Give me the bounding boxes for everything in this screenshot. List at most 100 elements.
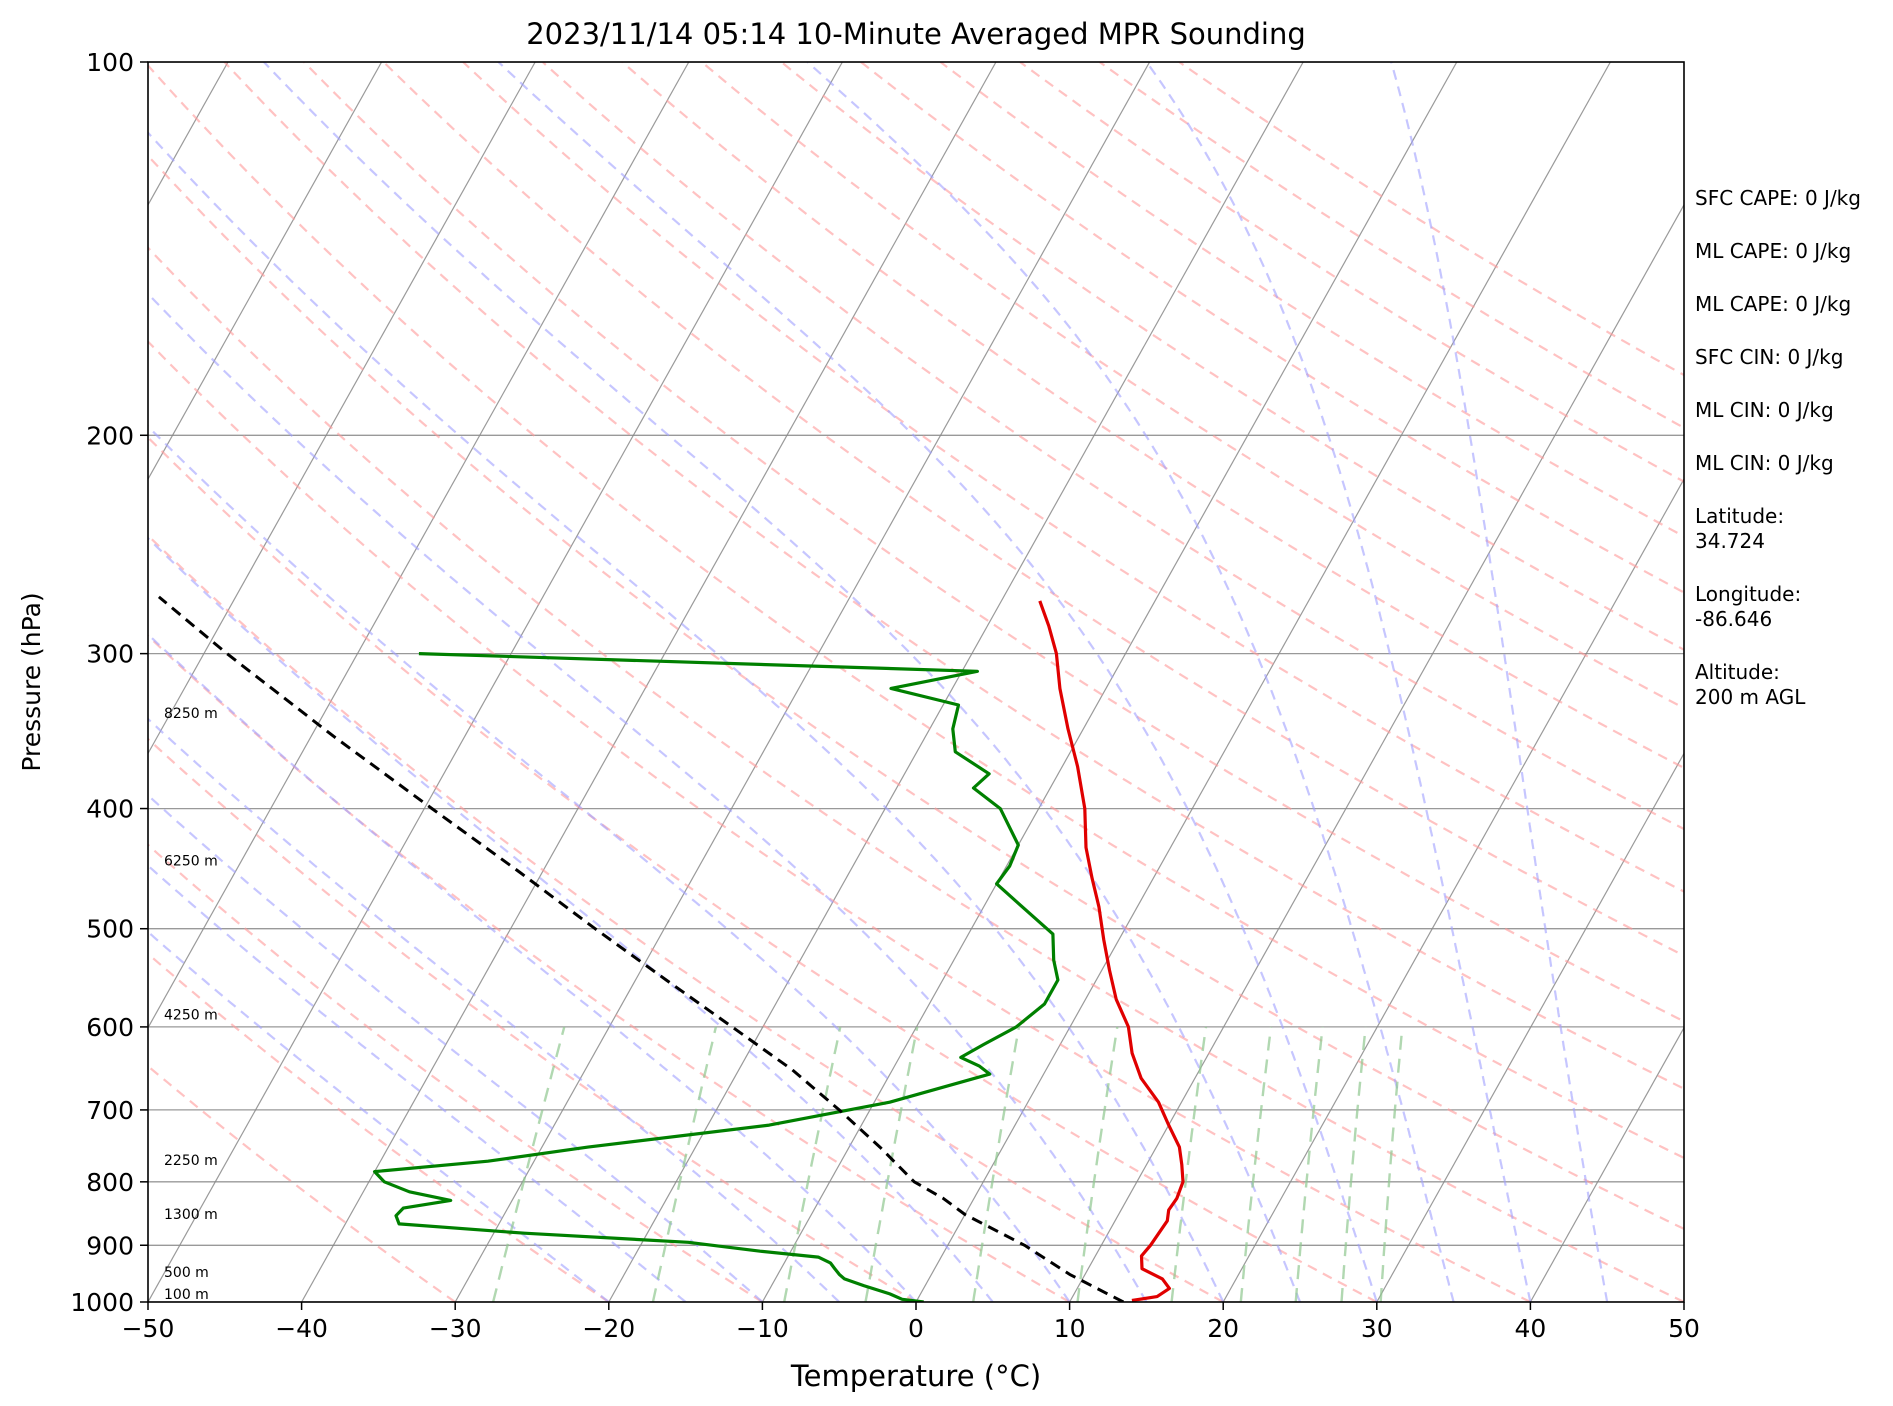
x-tick-label: 0	[908, 1314, 924, 1343]
y-tick-label: 1000	[70, 1288, 134, 1317]
height-label: 500 m	[164, 1265, 209, 1281]
height-label: 8250 m	[164, 706, 218, 722]
mixing-ratio-line	[1340, 1026, 1367, 1302]
isotherm-line	[148, 62, 690, 1029]
x-tick-label: 20	[1207, 1314, 1239, 1343]
y-tick-label: 900	[86, 1231, 134, 1260]
isotherm-line	[1069, 203, 1684, 1302]
ml-cin-stat: ML CIN: 0 J/kg	[1695, 398, 1834, 422]
x-tick-label: 10	[1054, 1314, 1086, 1343]
dry-adiabat-line	[148, 533, 1224, 1302]
moist-adiabat-line	[1390, 62, 1609, 1302]
mixing-ratio-line	[783, 1026, 842, 1302]
isotherm-line	[1376, 752, 1684, 1302]
dry-adiabat-line	[223, 62, 1684, 1090]
y-tick-label: 700	[86, 1096, 134, 1125]
height-label: 2250 m	[164, 1153, 218, 1169]
isotherm-line	[1222, 477, 1684, 1302]
moist-adiabat-line	[148, 632, 917, 1302]
x-tick-label: 50	[1668, 1314, 1700, 1343]
dry-adiabat-line	[148, 246, 1684, 1302]
mixing-ratio-line	[1379, 1026, 1404, 1302]
temperature-line	[1038, 600, 1185, 1302]
ml-cin-stat-2: ML CIN: 0 J/kg	[1695, 451, 1834, 475]
ml-cape-stat: ML CAPE: 0 J/kg	[1695, 239, 1852, 263]
isotherm-line	[301, 62, 997, 1302]
moist-adiabat-line	[148, 424, 1071, 1302]
dry-adiabat-line	[1178, 62, 1684, 377]
moist-adiabat-line	[497, 62, 1378, 1302]
y-axis-ticks: 1000 900 800 700 600 500 400 300 200 100	[70, 48, 148, 1317]
dry-adiabat-line	[541, 62, 1684, 831]
chart-title: 2023/11/14 05:14 10-Minute Averaged MPR …	[526, 17, 1306, 51]
dry-adiabat-line	[148, 154, 1684, 1231]
moist-adiabat-line	[148, 717, 840, 1302]
mixing-ratio-line	[1294, 1026, 1324, 1302]
isotherm-line	[148, 62, 383, 481]
altitude-stat: Altitude: 200 m AGL	[1695, 660, 1806, 709]
background-lines	[148, 62, 1684, 1302]
dry-adiabat-line	[148, 737, 917, 1302]
longitude-stat: Longitude: -86.646	[1695, 582, 1802, 631]
y-tick-label: 800	[86, 1168, 134, 1197]
x-tick-label: 40	[1514, 1314, 1546, 1343]
dry-adiabat-line	[860, 62, 1684, 594]
moist-adiabat-line	[1145, 62, 1532, 1302]
isotherm-line	[454, 62, 1151, 1302]
sfc-cape-stat: SFC CAPE: 0 J/kg	[1695, 186, 1861, 210]
x-tick-label: −30	[429, 1314, 482, 1343]
sounding-stats-panel: SFC CAPE: 0 J/kg ML CAPE: 0 J/kg ML CAPE…	[1695, 186, 1861, 738]
x-tick-label: 30	[1361, 1314, 1393, 1343]
dry-adiabat-line	[701, 62, 1684, 710]
moist-adiabat-line	[148, 793, 764, 1302]
data-lines	[157, 595, 1185, 1302]
isotherm-line	[1529, 1026, 1684, 1302]
mixing-ratio-line	[864, 1026, 919, 1302]
moist-adiabat-line	[806, 62, 1455, 1302]
y-tick-label: 400	[86, 795, 134, 824]
x-axis-ticks: −50 −40 −30 −20 −10 0 10 20 30 40 50	[122, 1302, 1700, 1343]
height-label: 1300 m	[164, 1207, 218, 1223]
y-tick-label: 300	[86, 640, 134, 669]
y-tick-label: 500	[86, 915, 134, 944]
dry-adiabat-line	[148, 1064, 456, 1302]
ml-cape-stat-2: ML CAPE: 0 J/kg	[1695, 292, 1852, 316]
mixing-ratio-line	[1170, 1026, 1208, 1302]
moist-adiabat-line	[148, 292, 1148, 1302]
isotherm-line	[915, 62, 1611, 1302]
y-tick-label: 600	[86, 1013, 134, 1042]
dry-adiabat-line	[382, 62, 1684, 957]
y-tick-label: 200	[86, 421, 134, 450]
x-tick-label: −20	[582, 1314, 635, 1343]
dry-adiabat-line	[462, 62, 1684, 893]
mixing-ratio-line	[491, 1026, 566, 1302]
height-label: 6250 m	[164, 853, 218, 869]
mixing-ratio-line	[1076, 1026, 1119, 1302]
moist-adiabat-line	[263, 62, 1302, 1302]
dry-adiabat-line	[148, 435, 1378, 1302]
dry-adiabat-line	[621, 62, 1684, 770]
mixing-ratio-line	[972, 1026, 1021, 1302]
isotherm-line	[148, 62, 536, 755]
isotherm-line	[148, 62, 843, 1302]
dewpoint-line	[373, 652, 1060, 1302]
x-tick-label: −10	[736, 1314, 789, 1343]
x-tick-label: −40	[275, 1314, 328, 1343]
sfc-cin-stat: SFC CIN: 0 J/kg	[1695, 345, 1844, 369]
height-label: 100 m	[164, 1287, 209, 1303]
y-axis-label: Pressure (hPa)	[17, 592, 46, 771]
y-tick-label: 100	[86, 48, 134, 77]
dry-adiabat-line	[148, 63, 1684, 1160]
parcel-line	[157, 595, 1125, 1302]
mixing-ratio-line	[651, 1026, 718, 1302]
mixing-ratio-line	[1239, 1026, 1273, 1302]
moist-adiabat-line	[148, 864, 687, 1302]
dry-adiabat-line	[1019, 62, 1684, 483]
height-label: 4250 m	[164, 1007, 218, 1023]
x-tick-label: −50	[122, 1314, 175, 1343]
isotherm-line	[761, 62, 1458, 1302]
isotherm-line	[608, 62, 1304, 1302]
moist-adiabat-line	[148, 930, 610, 1302]
x-axis-label: Temperature (°C)	[790, 1359, 1041, 1393]
